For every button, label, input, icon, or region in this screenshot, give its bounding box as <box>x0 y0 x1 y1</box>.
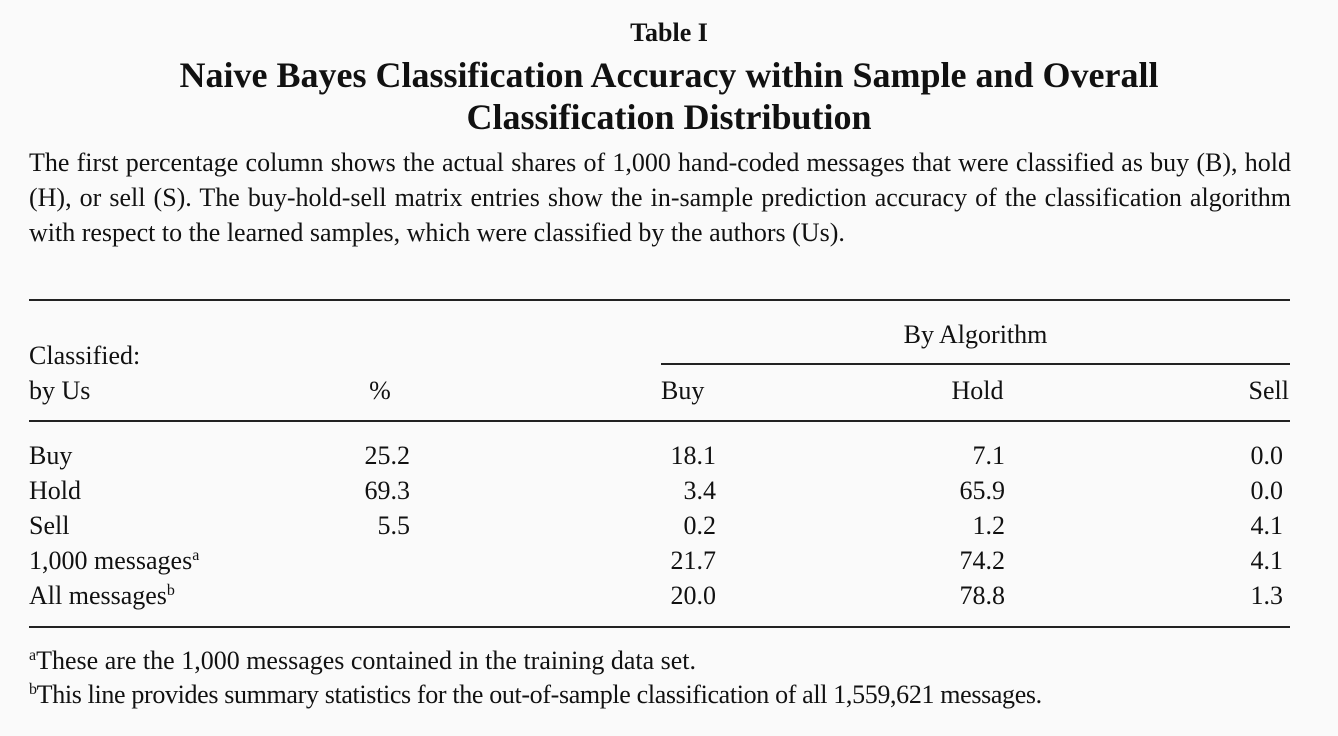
row-hold: 7.1 <box>972 441 1006 470</box>
row-buy: 0.2 <box>683 511 717 540</box>
footnote-mark: a <box>29 647 37 664</box>
top-rule <box>29 299 1290 301</box>
row-label: All messagesb <box>29 581 175 610</box>
bottom-rule <box>29 626 1290 628</box>
row-hold: 78.8 <box>959 581 1006 610</box>
row-label: Sell <box>29 511 70 540</box>
footnote-marker: a <box>192 547 200 564</box>
table-title-line1: Naive Bayes Classification Accuracy with… <box>179 55 1159 95</box>
row-pct: 5.5 <box>377 511 411 540</box>
row-hold: 74.2 <box>959 546 1006 575</box>
header-by-algorithm: By Algorithm <box>903 320 1048 349</box>
row-sell: 4.1 <box>1250 546 1284 575</box>
row-buy: 20.0 <box>670 581 717 610</box>
table-title-line2: Classification Distribution <box>466 97 872 137</box>
row-buy: 3.4 <box>683 476 717 505</box>
header-sell: Sell <box>1248 376 1289 405</box>
row-pct: 69.3 <box>364 476 411 505</box>
footnote-marker: b <box>166 582 175 599</box>
row-pct: 25.2 <box>364 441 411 470</box>
header-hold: Hold <box>951 376 1004 405</box>
row-label: 1,000 messagesa <box>29 546 200 575</box>
row-sell: 4.1 <box>1250 511 1284 540</box>
footnote-b: bThis line provides summary statistics f… <box>29 680 1042 710</box>
footnote-a: aThese are the 1,000 messages contained … <box>29 646 696 676</box>
row-label: Hold <box>29 476 81 505</box>
table-label: Table I <box>630 18 708 47</box>
row-sell: 0.0 <box>1250 476 1284 505</box>
row-sell: 1.3 <box>1250 581 1284 610</box>
footnote-mark: b <box>29 681 37 698</box>
table-title: Naive Bayes Classification Accuracy with… <box>0 54 1338 138</box>
header-by-us: by Us <box>29 376 91 405</box>
header-buy: Buy <box>661 376 705 405</box>
header-classified: Classified: <box>29 341 141 370</box>
row-buy: 18.1 <box>670 441 717 470</box>
row-hold: 65.9 <box>959 476 1006 505</box>
row-sell: 0.0 <box>1250 441 1284 470</box>
header-rule <box>29 420 1290 422</box>
footnote-text: These are the 1,000 messages contained i… <box>36 646 696 675</box>
footnote-text: This line provides summary statistics fo… <box>36 680 1043 709</box>
row-label: Buy <box>29 441 73 470</box>
group-rule <box>661 363 1290 365</box>
table-caption: The first percentage column shows the ac… <box>29 148 1291 247</box>
row-buy: 21.7 <box>670 546 717 575</box>
row-hold: 1.2 <box>972 511 1006 540</box>
header-pct: % <box>369 376 391 405</box>
